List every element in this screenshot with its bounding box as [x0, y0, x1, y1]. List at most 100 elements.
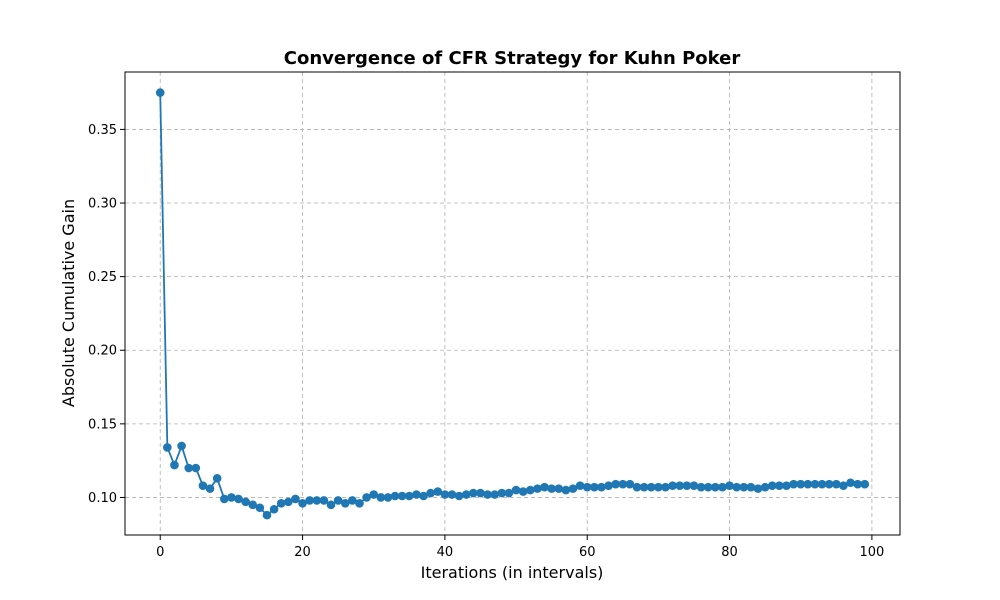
data-point	[668, 481, 677, 490]
data-point	[540, 482, 549, 492]
data-point	[853, 479, 862, 489]
series-points	[155, 88, 870, 520]
data-point	[262, 510, 272, 520]
data-point	[397, 491, 407, 501]
x-axis-ticks: 0 20 40 60 80 100	[156, 535, 884, 560]
x-tick-label: 80	[721, 545, 738, 560]
data-point	[284, 497, 293, 507]
data-point	[483, 490, 492, 499]
data-point	[319, 496, 329, 505]
data-point	[639, 482, 649, 492]
plot-frame	[124, 71, 901, 536]
data-point	[732, 482, 741, 492]
data-point	[796, 479, 806, 489]
data-point	[582, 482, 592, 492]
data-point	[461, 490, 471, 499]
data-point	[504, 488, 514, 498]
data-point	[654, 482, 663, 492]
data-point	[269, 504, 279, 514]
data-point	[333, 496, 343, 505]
data-point	[305, 496, 314, 505]
data-point	[817, 479, 827, 489]
data-point	[490, 490, 500, 499]
data-point	[646, 482, 656, 492]
data-point	[241, 497, 250, 507]
data-point	[789, 479, 798, 489]
y-tick-label: 0.10	[88, 491, 117, 506]
data-point	[326, 500, 336, 510]
data-point	[767, 481, 777, 490]
data-point	[447, 490, 457, 499]
x-tick-label: 60	[579, 545, 596, 560]
data-point	[604, 481, 613, 490]
data-point	[497, 488, 507, 498]
data-point	[212, 474, 222, 483]
data-point	[255, 503, 265, 513]
data-point	[177, 441, 186, 451]
data-point	[860, 479, 870, 489]
y-tick-label: 0.25	[88, 270, 117, 285]
data-point	[661, 482, 670, 492]
data-point	[525, 485, 535, 495]
data-point	[632, 482, 642, 492]
data-point	[440, 490, 450, 499]
data-point	[412, 490, 421, 499]
data-point	[753, 484, 763, 493]
data-point	[184, 463, 193, 473]
data-point	[846, 478, 855, 488]
data-point	[376, 493, 386, 502]
data-point	[575, 481, 585, 490]
data-point	[782, 481, 791, 490]
data-point	[419, 491, 428, 501]
data-point	[227, 493, 236, 502]
data-point	[597, 482, 606, 492]
data-point	[298, 499, 307, 508]
data-point	[276, 499, 286, 508]
data-point	[718, 482, 727, 492]
data-point	[739, 482, 749, 492]
data-point	[163, 443, 172, 452]
x-tick-label: 20	[294, 545, 311, 560]
data-point	[312, 496, 322, 505]
data-point	[611, 479, 620, 489]
data-point	[682, 481, 692, 490]
data-point	[832, 479, 841, 489]
data-point	[533, 484, 542, 493]
data-point	[518, 487, 528, 496]
data-point	[675, 481, 685, 490]
data-point	[554, 484, 564, 493]
data-point	[362, 493, 371, 502]
x-tick-label: 100	[859, 545, 884, 560]
y-tick-label: 0.30	[88, 197, 117, 212]
y-tick-label: 0.15	[88, 417, 117, 432]
data-point	[219, 494, 229, 504]
data-point	[561, 485, 571, 495]
data-point	[248, 500, 258, 510]
data-point	[355, 499, 364, 508]
x-tick-label: 40	[437, 545, 454, 560]
data-point	[198, 481, 208, 490]
data-point	[625, 479, 635, 489]
x-axis-label: Iterations (in intervals)	[421, 563, 604, 582]
data-point	[824, 479, 834, 489]
y-axis-label: Absolute Cumulative Gain	[59, 199, 78, 407]
data-point	[340, 499, 350, 508]
data-point	[511, 485, 521, 495]
y-axis-ticks: 0.10 0.15 0.20 0.25 0.30 0.35	[88, 123, 125, 506]
data-point	[405, 491, 414, 501]
data-point	[689, 481, 699, 490]
data-point	[454, 491, 464, 501]
data-point	[547, 484, 556, 493]
data-point	[205, 484, 215, 493]
data-point	[703, 482, 713, 492]
data-point	[234, 494, 243, 504]
data-point	[760, 482, 770, 492]
data-point	[426, 488, 435, 498]
series-line	[159, 92, 865, 517]
data-point	[775, 481, 784, 490]
data-point	[191, 463, 201, 473]
x-tick-label: 0	[156, 545, 164, 560]
data-point	[291, 494, 300, 504]
data-point	[725, 481, 734, 490]
data-point	[390, 491, 400, 501]
